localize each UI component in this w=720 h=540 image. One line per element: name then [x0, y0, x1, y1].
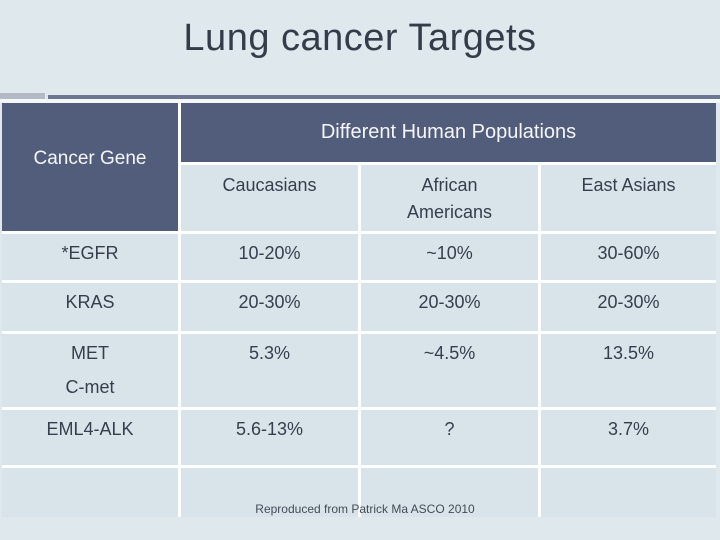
gene-cell-met-line1: MET: [71, 343, 109, 363]
value-cell-kras-caucasians: 20-30%: [181, 283, 358, 331]
gene-cell-kras: KRAS: [2, 283, 178, 331]
value-cell-egfr-african-americans: ~10%: [361, 234, 538, 280]
value-cell-kras-african-americans: 20-30%: [361, 283, 538, 331]
empty-cell: [2, 468, 178, 517]
value-cell-eml4-alk-caucasians: 5.6-13%: [181, 410, 358, 465]
empty-cell: [181, 468, 358, 517]
column-header-east-asians: East Asians: [541, 165, 716, 231]
gene-cell-egfr: *EGFR: [2, 234, 178, 280]
title-rule-gap: [0, 99, 720, 103]
column-header-caucasians: Caucasians: [181, 165, 358, 231]
gene-cell-eml4-alk: EML4-ALK: [2, 410, 178, 465]
value-cell-egfr-east-asians: 30-60%: [541, 234, 716, 280]
page-title: Lung cancer Targets: [183, 17, 537, 59]
value-cell-met-african-americans: ~4.5%: [361, 334, 538, 407]
value-cell-eml4-alk-african-americans: ?: [361, 410, 538, 465]
corner-header-cancer-gene: Cancer Gene: [2, 103, 178, 231]
title-rule: [48, 95, 720, 99]
gene-cell-met: MET C-met: [2, 334, 178, 407]
group-header-populations: Different Human Populations: [181, 103, 716, 162]
source-credit: Reproduced from Patrick Ma ASCO 2010: [255, 502, 475, 516]
value-cell-met-east-asians: 13.5%: [541, 334, 716, 407]
value-cell-egfr-caucasians: 10-20%: [181, 234, 358, 280]
empty-cell: [361, 468, 538, 517]
empty-cell: [541, 468, 716, 517]
title-rule-left-segment: [0, 93, 45, 99]
column-header-african-americans: African Americans: [361, 165, 538, 231]
value-cell-met-caucasians: 5.3%: [181, 334, 358, 407]
value-cell-eml4-alk-east-asians: 3.7%: [541, 410, 716, 465]
populations-table: Cancer Gene Different Human Populations …: [2, 103, 716, 517]
value-cell-kras-east-asians: 20-30%: [541, 283, 716, 331]
gene-cell-met-line2: C-met: [65, 377, 115, 397]
column-header-african-americans-label: African Americans: [406, 175, 493, 222]
